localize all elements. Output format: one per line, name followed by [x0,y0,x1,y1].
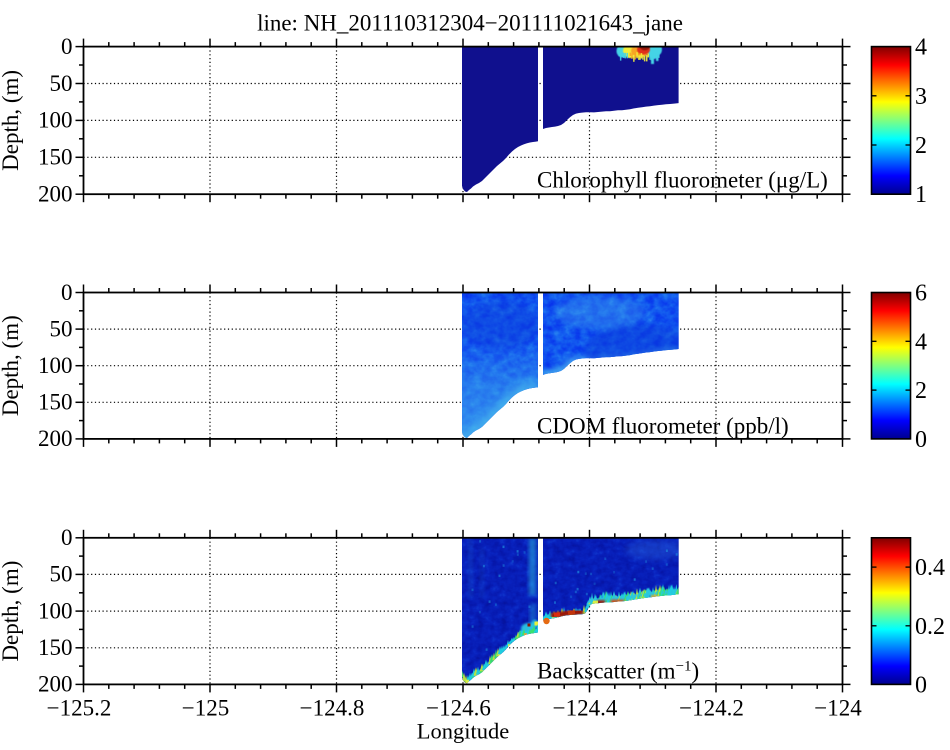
svg-text:200: 200 [38,672,73,697]
svg-text:3: 3 [915,84,927,110]
svg-text:4: 4 [915,35,927,61]
svg-text:50: 50 [50,562,73,587]
svg-text:0: 0 [61,280,73,305]
svg-text:−125.2: −125.2 [47,696,112,721]
svg-text:150: 150 [38,390,73,415]
svg-text:200: 200 [38,182,73,207]
svg-text:−124: −124 [814,696,862,721]
svg-text:100: 100 [38,353,73,378]
svg-text:0.2: 0.2 [915,614,945,640]
svg-text:150: 150 [38,635,73,660]
svg-text:0: 0 [915,672,927,698]
svg-text:100: 100 [38,598,73,623]
svg-text:1: 1 [915,182,927,208]
svg-text:0: 0 [61,34,73,59]
svg-text:CDOM fluorometer (ppb/l): CDOM fluorometer (ppb/l) [537,414,789,439]
svg-text:line: NH_201110312304−20111102: line: NH_201110312304−201111021643_jane [257,11,683,36]
svg-text:0: 0 [915,427,927,453]
svg-text:Chlorophyll fluorometer (μg/L): Chlorophyll fluorometer (μg/L) [537,168,828,193]
svg-text:200: 200 [38,426,73,451]
svg-text:50: 50 [50,71,73,96]
svg-text:0: 0 [61,525,73,550]
svg-text:2: 2 [915,378,927,404]
svg-text:2: 2 [915,133,927,159]
svg-text:100: 100 [38,108,73,133]
svg-text:−125: −125 [182,696,229,721]
svg-text:−124.2: −124.2 [679,696,744,721]
svg-text:50: 50 [50,316,73,341]
svg-text:150: 150 [38,145,73,170]
svg-text:Depth, (m): Depth, (m) [0,70,23,171]
svg-text:4: 4 [915,329,927,355]
svg-text:−124.4: −124.4 [553,696,618,721]
svg-text:Backscatter (m−1): Backscatter (m−1) [537,659,699,684]
svg-text:6: 6 [915,281,927,307]
svg-text:0.4: 0.4 [915,555,945,581]
svg-text:Depth, (m): Depth, (m) [0,315,23,416]
svg-text:Longitude: Longitude [417,719,509,744]
svg-text:Depth, (m): Depth, (m) [0,561,23,662]
svg-text:−124.6: −124.6 [426,696,491,721]
svg-text:−124.8: −124.8 [300,696,365,721]
